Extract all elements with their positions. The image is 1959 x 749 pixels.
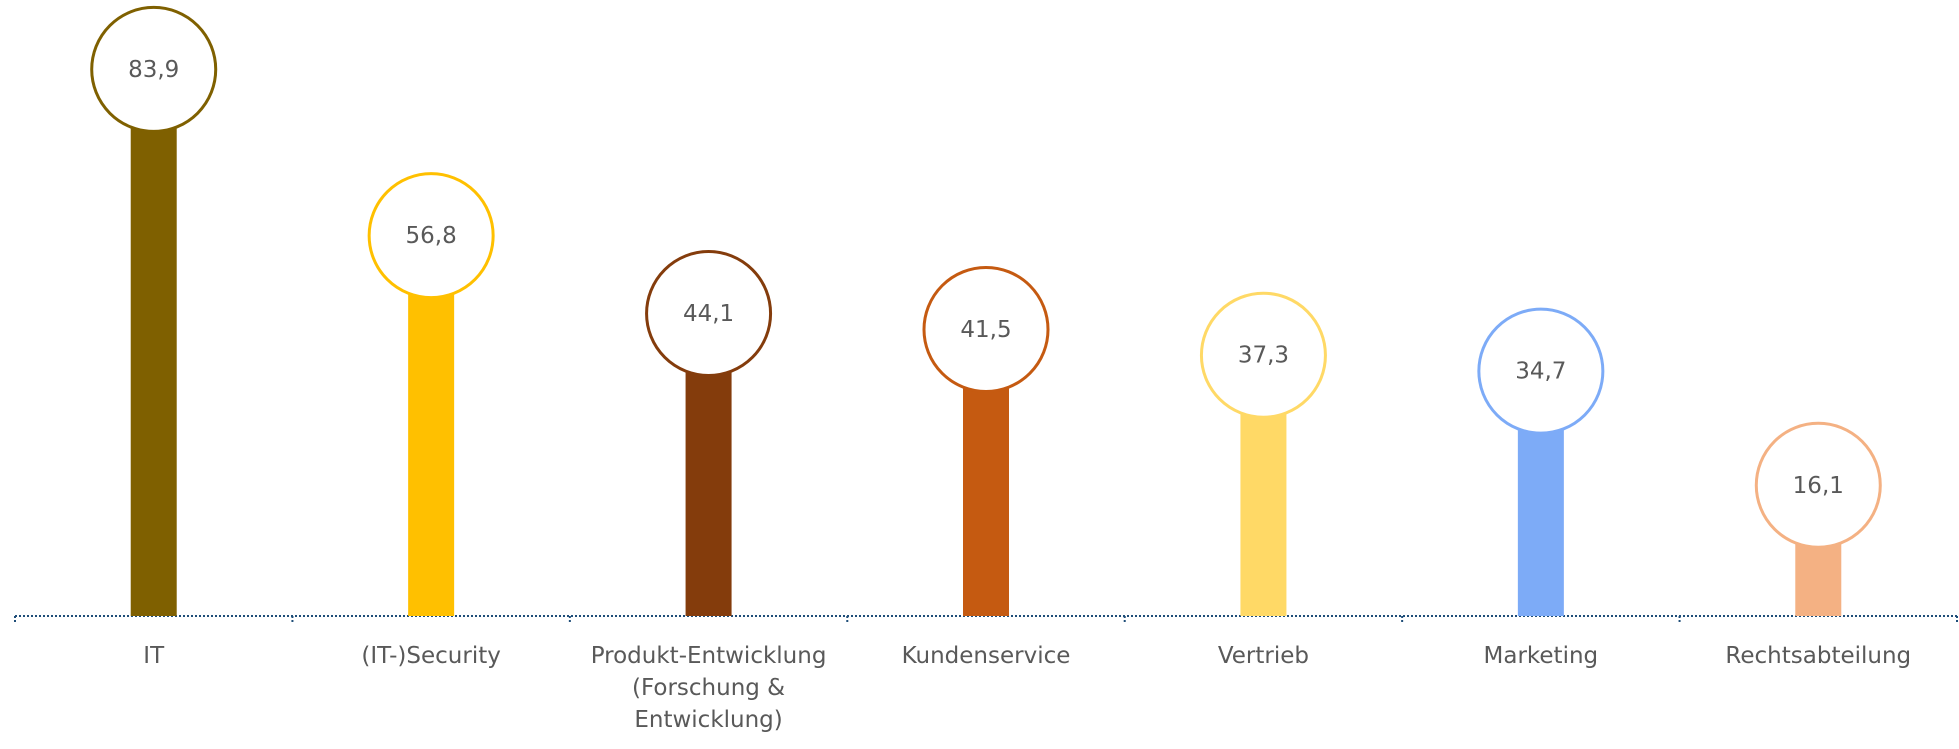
lollipop-head <box>1199 291 1327 419</box>
value-label: 56,8 <box>406 223 457 249</box>
value-label: 34,7 <box>1515 359 1566 385</box>
x-tick-label: (IT-)Security <box>361 643 501 669</box>
bar <box>130 69 177 616</box>
lollipop-head <box>90 5 218 133</box>
x-tick-label: Marketing <box>1483 643 1599 669</box>
lollipop-head <box>367 172 495 300</box>
lollipop-head <box>645 250 773 378</box>
x-tick-label: Produkt-Entwicklung (Forschung & Entwick… <box>590 643 827 733</box>
value-label: 41,5 <box>960 317 1011 343</box>
value-label: 44,1 <box>683 301 734 327</box>
value-label: 37,3 <box>1238 343 1289 369</box>
value-label: 16,1 <box>1793 473 1844 499</box>
x-tick-label: IT <box>143 643 165 669</box>
lollipop-head <box>1477 307 1605 435</box>
lollipop-head <box>1754 421 1882 549</box>
value-label: 83,9 <box>128 57 179 83</box>
x-tick-label: Vertrieb <box>1217 643 1309 669</box>
x-tick-label: Kundenservice <box>901 643 1071 669</box>
x-tick-label: Rechtsabteilung <box>1725 643 1912 669</box>
lollipop-head <box>922 265 1050 393</box>
